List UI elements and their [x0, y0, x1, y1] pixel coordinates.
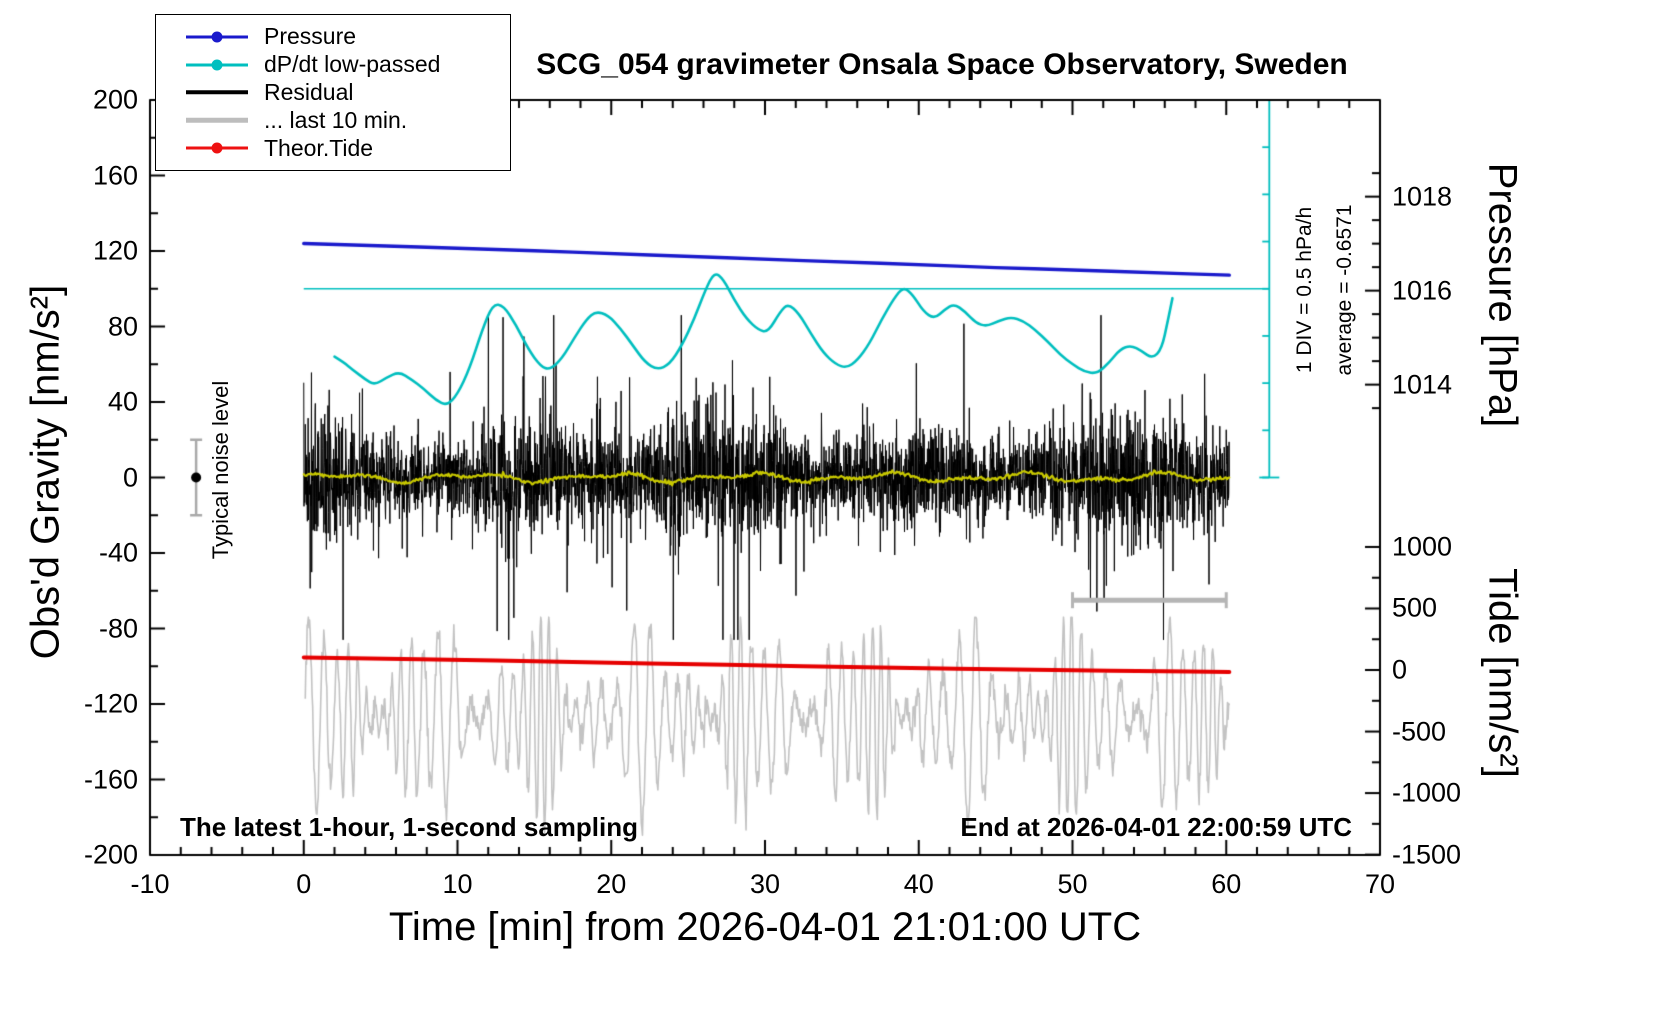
legend-item: dP/dt low-passed [186, 51, 504, 78]
average-label: average = -0.6571 [1333, 204, 1356, 376]
legend: Pressure dP/dt low-passed Residual... last… [155, 14, 511, 171]
legend-marker-icon [211, 142, 223, 154]
legend-item: Theor.Tide [186, 135, 504, 161]
legend-item: Residual [186, 79, 504, 105]
end-time-note: End at 2026-04-01 22:00:59 UTC [960, 812, 1352, 842]
legend-label: Residual [264, 78, 354, 105]
legend-line-sample-icon [186, 85, 248, 99]
legend-line-sample-icon [186, 58, 248, 72]
legend-label: Pressure [264, 23, 357, 50]
legend-marker-icon [211, 59, 223, 71]
y-axis-label-pressure: Pressure [hPa] [1480, 162, 1525, 428]
legend-label: dP/dt low-passed [264, 51, 441, 78]
div-scale-label: 1 DIV = 0.5 hPa/h [1293, 206, 1316, 374]
y-axis-label-tide: Tide [nm/s²] [1480, 568, 1525, 778]
legend-label: ... last 10 min. [264, 106, 408, 133]
chart-title: SCG_054 gravimeter Onsala Space Observat… [536, 48, 1348, 81]
legend-label: Theor.Tide [264, 134, 374, 161]
sampling-note: The latest 1-hour, 1-second sampling [180, 812, 638, 842]
noise-level-label: Typical noise level [208, 380, 233, 560]
y-axis-label-gravity: Obs'd Gravity [nm/s²] [23, 284, 68, 660]
legend-item: ... last 10 min. [186, 107, 504, 133]
legend-item: Pressure [186, 23, 504, 50]
x-axis-label: Time [min] from 2026-04-01 21:01:00 UTC [388, 905, 1142, 949]
legend-marker-icon [211, 31, 223, 43]
legend-line-sample-icon [186, 141, 248, 155]
legend-line-sample-icon [186, 113, 248, 127]
legend-line-sample-icon [186, 30, 248, 44]
